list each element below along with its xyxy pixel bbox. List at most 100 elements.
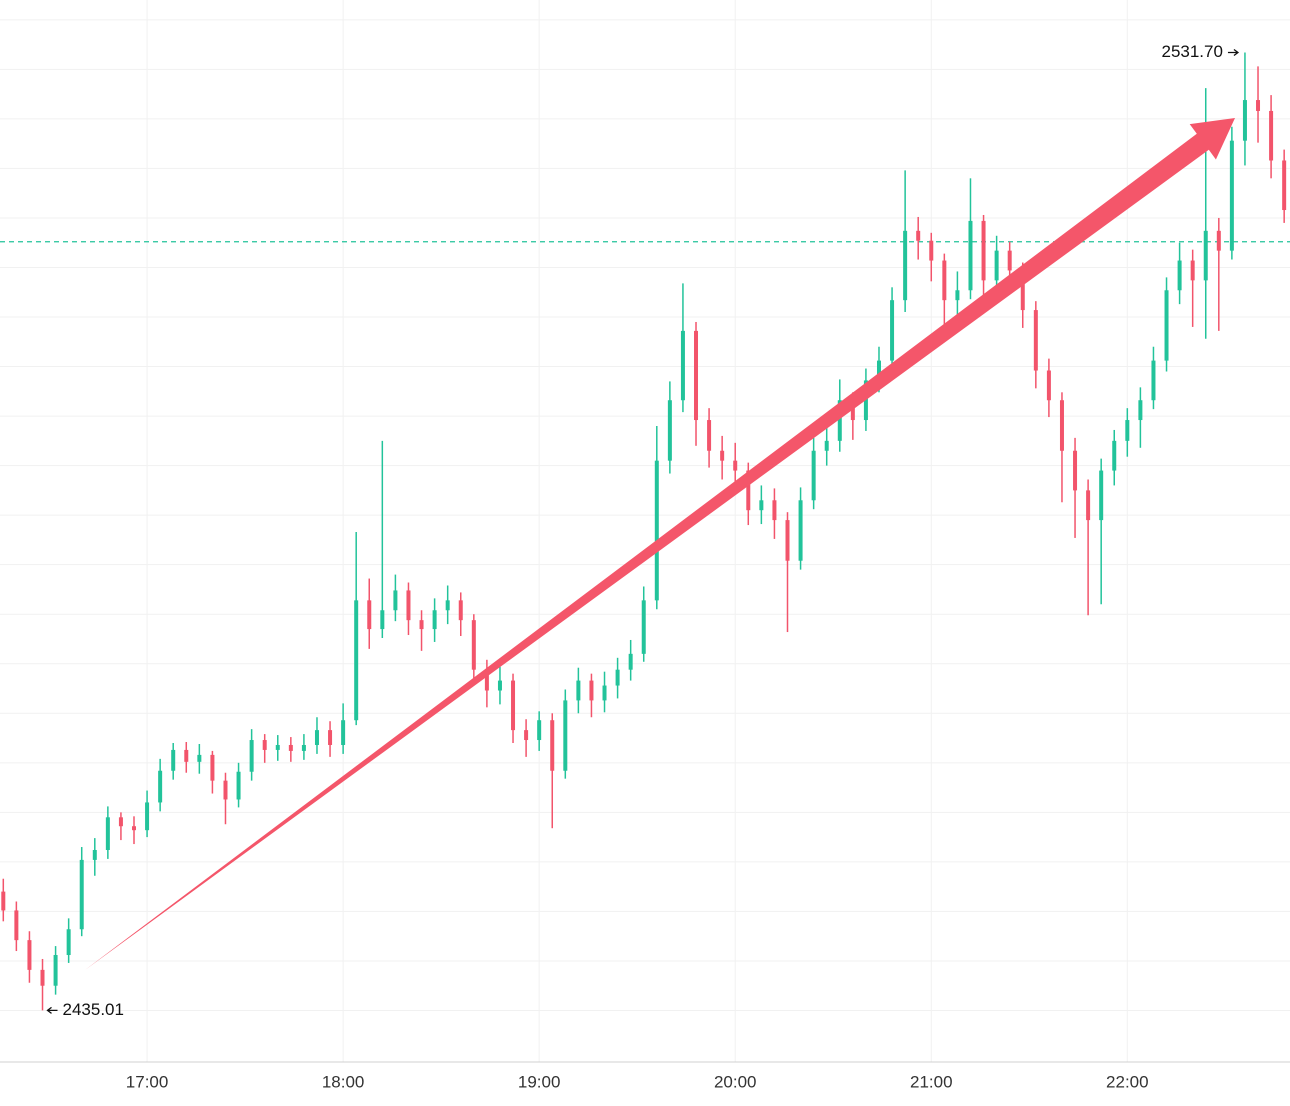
candle-body xyxy=(314,730,319,745)
candle-body xyxy=(184,749,189,762)
candle-body xyxy=(798,500,803,561)
grid xyxy=(0,0,1290,1062)
candle-body xyxy=(1177,260,1182,291)
x-tick-label: 22:00 xyxy=(1106,1072,1149,1091)
candle-body xyxy=(484,669,489,691)
candle-body xyxy=(916,230,921,241)
candle-body xyxy=(341,720,346,745)
candle-body xyxy=(876,360,881,381)
x-tick-label: 18:00 xyxy=(322,1072,365,1091)
candle-body xyxy=(380,610,385,630)
candle-body xyxy=(497,680,502,691)
candle-body xyxy=(275,744,280,750)
candle-body xyxy=(694,330,699,421)
candle-body xyxy=(262,740,267,750)
candle-body xyxy=(615,669,620,686)
min-annotation: 2435.01 xyxy=(63,1000,124,1019)
candle-body xyxy=(1242,100,1247,141)
candle-body xyxy=(66,929,71,956)
x-tick-label: 19:00 xyxy=(518,1072,561,1091)
candle-body xyxy=(1007,250,1012,271)
candle-body xyxy=(53,955,58,986)
candle-body xyxy=(811,450,816,501)
candle-body xyxy=(654,460,659,601)
candle-body xyxy=(759,500,764,511)
candle-body xyxy=(1216,230,1221,251)
candle-body xyxy=(1046,370,1051,401)
candle-body xyxy=(837,400,842,441)
candle-body xyxy=(746,470,751,511)
candle-body xyxy=(1,891,6,911)
candle-body xyxy=(602,685,607,701)
candle-body xyxy=(1059,400,1064,451)
x-tick-label: 21:00 xyxy=(910,1072,953,1091)
x-tick-label: 17:00 xyxy=(126,1072,169,1091)
candle-body xyxy=(563,700,568,771)
candle-body xyxy=(92,849,97,860)
candle-body xyxy=(981,220,986,281)
candle-body xyxy=(772,500,777,521)
candle-body xyxy=(550,720,555,771)
candle-body xyxy=(680,330,685,401)
candle-body xyxy=(393,590,398,611)
candle-body xyxy=(1099,470,1104,521)
candle-body xyxy=(1033,310,1038,371)
candle-body xyxy=(328,730,333,745)
candle-body xyxy=(641,600,646,654)
candle-body xyxy=(118,817,123,827)
candle-body xyxy=(27,940,32,970)
candle-body xyxy=(158,770,163,803)
candle-body xyxy=(1282,160,1287,211)
candle-body xyxy=(301,744,306,751)
candle-body xyxy=(667,400,672,461)
candle-body xyxy=(406,590,411,621)
candle-body xyxy=(445,600,450,611)
candle-body xyxy=(1269,110,1274,161)
candle-body xyxy=(968,220,973,291)
candle-body xyxy=(367,600,372,630)
candle-body xyxy=(1190,260,1195,281)
candle-body xyxy=(942,260,947,301)
candle-body xyxy=(471,620,476,670)
candle-body xyxy=(1073,450,1078,491)
candle-body xyxy=(1086,490,1091,521)
candle-body xyxy=(197,754,202,762)
candle-body xyxy=(249,740,254,772)
candle-body xyxy=(105,817,110,850)
candle-body xyxy=(1164,290,1169,361)
candle-body xyxy=(863,380,868,421)
candle-body xyxy=(537,720,542,741)
candle-body xyxy=(223,780,228,800)
candle-body xyxy=(458,600,463,621)
candle-body xyxy=(432,610,437,630)
candle-body xyxy=(145,802,150,831)
candle-body xyxy=(824,440,829,451)
candle-body xyxy=(1229,140,1234,251)
candle-body xyxy=(132,826,136,831)
candle-body xyxy=(524,730,529,741)
candle-body xyxy=(288,744,293,751)
candle-body xyxy=(576,680,581,701)
candle-body xyxy=(890,300,895,361)
candle-body xyxy=(1256,100,1261,111)
candle-body xyxy=(785,520,790,561)
candle-body xyxy=(994,250,999,281)
candle-body xyxy=(955,290,960,301)
x-tick-label: 20:00 xyxy=(714,1072,757,1091)
candle-body xyxy=(720,450,725,461)
candles xyxy=(1,52,1287,1011)
candle-body xyxy=(1125,420,1130,441)
candle-body xyxy=(929,240,934,261)
candle-body xyxy=(707,420,712,451)
candle-body xyxy=(14,910,19,941)
annotation-arrow xyxy=(1227,48,1240,57)
candle-body xyxy=(903,230,908,301)
candle-body xyxy=(236,771,241,800)
candle-body xyxy=(40,969,45,986)
candle-body xyxy=(1138,400,1143,421)
candle-body xyxy=(1151,360,1156,401)
candle-body xyxy=(511,680,516,731)
candle-body xyxy=(850,400,855,421)
